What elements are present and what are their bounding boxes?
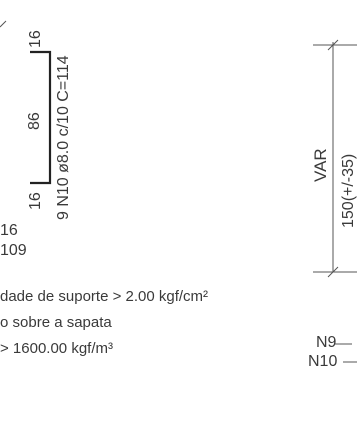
note-line-3: > 1600.00 kgf/m³ [0,340,113,357]
callout-n10: N10 [308,353,338,370]
dimension-label: 150(+/-35) [340,153,357,228]
rebar-bracket-shape [30,50,52,185]
cut-label-a: 16 [0,222,18,239]
corner-tick [0,20,7,28]
callout-n9: N9 [316,334,337,351]
segment-middle-label: 86 [26,112,43,130]
bar-specification-label: 9 N10 ø8.0 c/10 C=114 [55,55,72,220]
dimension-tick-bottom [327,266,339,278]
segment-bottom-label: 16 [27,192,44,210]
note-line-1: dade de suporte > 2.00 kgf/cm² [0,288,209,305]
note-line-2: o sobre a sapata [0,314,112,331]
var-label: VAR [311,148,330,182]
cut-label-b: 109 [0,242,27,259]
dimension-tick-top [327,39,339,51]
segment-top-label: 16 [27,30,44,48]
